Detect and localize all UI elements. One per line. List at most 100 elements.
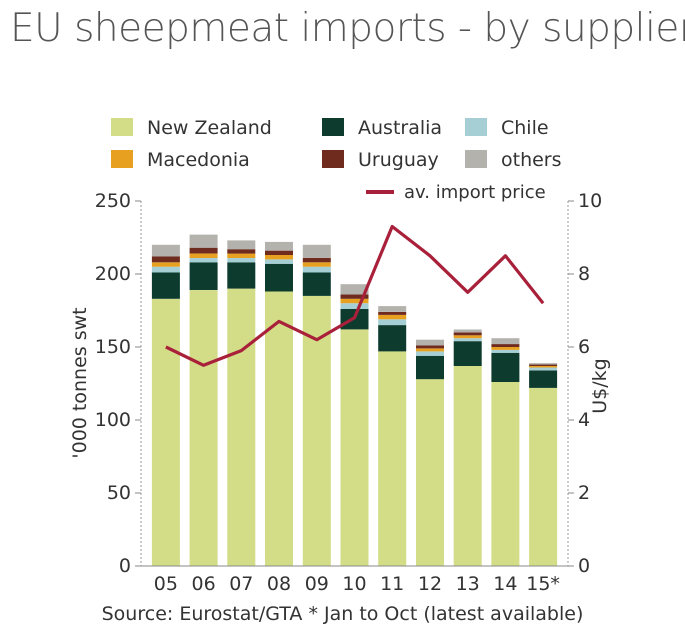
bar-others-12 bbox=[416, 339, 444, 346]
x-tick-label-11: 11 bbox=[380, 573, 404, 595]
left-tick-label-0: 0 bbox=[119, 555, 131, 577]
bar-new-zealand-08 bbox=[265, 291, 293, 566]
y2-axis-label: U$/kg bbox=[589, 358, 611, 413]
bar-uruguay-14 bbox=[491, 344, 520, 347]
bar-uruguay-09 bbox=[302, 257, 331, 263]
bar-uruguay-10 bbox=[340, 294, 369, 299]
x-tick-label-09: 09 bbox=[305, 573, 329, 595]
bar-chile-15 bbox=[529, 367, 558, 371]
legend-swatch-australia bbox=[322, 118, 344, 136]
legend-label-av-import-price: av. import price bbox=[404, 182, 546, 203]
bar-new-zealand-13 bbox=[453, 366, 482, 566]
x-tick-label-13: 13 bbox=[456, 573, 480, 595]
chart: New Zealand Australia Chile Macedonia Urugua… bbox=[69, 117, 611, 595]
bar-macedonia-15 bbox=[529, 366, 558, 368]
legend-label-chile: Chile bbox=[501, 117, 549, 139]
bar-chile-06 bbox=[189, 257, 218, 263]
legend-label-new-zealand: New Zealand bbox=[147, 117, 272, 139]
bar-macedonia-13 bbox=[453, 335, 482, 339]
bar-australia-12 bbox=[416, 355, 444, 380]
bar-australia-11 bbox=[378, 325, 407, 352]
bar-macedonia-12 bbox=[416, 348, 444, 352]
bar-others-09 bbox=[302, 244, 331, 258]
bar-macedonia-08 bbox=[265, 255, 293, 260]
bars bbox=[151, 234, 558, 566]
right-tick-label-10: 10 bbox=[578, 190, 602, 212]
x-tick-label-08: 08 bbox=[267, 573, 291, 595]
bar-chile-12 bbox=[416, 351, 444, 356]
bar-new-zealand-10 bbox=[340, 329, 369, 566]
bar-australia-05 bbox=[151, 272, 180, 299]
bar-others-15 bbox=[529, 363, 558, 365]
bar-australia-14 bbox=[491, 352, 520, 382]
y-axis-label: '000 tonnes swt bbox=[69, 307, 91, 458]
x-tick-label-10: 10 bbox=[342, 573, 366, 595]
bar-macedonia-05 bbox=[151, 262, 180, 267]
price-line bbox=[165, 224, 545, 367]
x-tick-label-15: 15* bbox=[526, 573, 560, 595]
bar-others-14 bbox=[491, 338, 520, 344]
bar-new-zealand-05 bbox=[151, 298, 180, 566]
bar-australia-09 bbox=[302, 272, 331, 296]
right-tick-label-6: 6 bbox=[578, 336, 590, 358]
x-tick-label-12: 12 bbox=[418, 573, 442, 595]
legend-label-australia: Australia bbox=[358, 117, 442, 139]
bar-others-11 bbox=[378, 306, 407, 312]
source-note: Source: Eurostat/GTA * Jan to Oct (lates… bbox=[101, 603, 584, 625]
x-tick-label-07: 07 bbox=[229, 573, 253, 595]
left-tick-label-150: 150 bbox=[95, 336, 131, 358]
bar-macedonia-09 bbox=[302, 262, 331, 267]
bar-chile-05 bbox=[151, 266, 180, 273]
bar-others-07 bbox=[227, 240, 256, 250]
right-tick-label-0: 0 bbox=[578, 555, 590, 577]
bar-macedonia-06 bbox=[189, 253, 218, 258]
legend-swatch-new-zealand bbox=[111, 118, 133, 136]
bar-new-zealand-15 bbox=[529, 387, 558, 566]
bar-uruguay-12 bbox=[416, 345, 444, 349]
legend-swatch-chile bbox=[465, 118, 487, 136]
left-tick-label-100: 100 bbox=[95, 409, 131, 431]
x-tick-label-06: 06 bbox=[192, 573, 216, 595]
bar-australia-15 bbox=[529, 370, 558, 388]
bar-uruguay-11 bbox=[378, 312, 407, 315]
bar-others-13 bbox=[453, 329, 482, 333]
bar-others-05 bbox=[151, 244, 180, 257]
bar-uruguay-15 bbox=[529, 364, 558, 366]
left-tick-label-50: 50 bbox=[107, 482, 131, 504]
bar-others-08 bbox=[265, 241, 293, 251]
bar-new-zealand-14 bbox=[491, 382, 520, 566]
legend-label-others: others bbox=[501, 149, 562, 171]
bar-macedonia-11 bbox=[378, 314, 407, 320]
bar-macedonia-14 bbox=[491, 347, 520, 350]
legend: New Zealand Australia Chile Macedonia Urugua… bbox=[111, 117, 562, 203]
bar-chile-14 bbox=[491, 349, 520, 353]
bar-new-zealand-06 bbox=[189, 290, 218, 566]
bar-australia-06 bbox=[189, 262, 218, 290]
bar-chile-09 bbox=[302, 266, 331, 273]
legend-swatch-uruguay bbox=[322, 150, 344, 168]
legend-label-uruguay: Uruguay bbox=[358, 149, 439, 171]
bar-australia-07 bbox=[227, 262, 256, 289]
right-tick-label-2: 2 bbox=[578, 482, 590, 504]
bar-chile-11 bbox=[378, 319, 407, 326]
bar-chile-10 bbox=[340, 303, 369, 309]
bar-uruguay-07 bbox=[227, 249, 256, 254]
legend-swatch-others bbox=[465, 150, 487, 168]
bar-others-06 bbox=[189, 234, 218, 248]
left-tick-label-250: 250 bbox=[95, 190, 131, 212]
bar-chile-13 bbox=[453, 338, 482, 342]
right-tick-label-4: 4 bbox=[578, 409, 590, 431]
bar-australia-13 bbox=[453, 341, 482, 366]
x-tick-label-14: 14 bbox=[493, 573, 517, 595]
left-tick-label-200: 200 bbox=[95, 263, 131, 285]
x-tick-label-05: 05 bbox=[154, 573, 178, 595]
bar-others-10 bbox=[340, 284, 369, 295]
bar-uruguay-06 bbox=[189, 247, 218, 254]
bar-uruguay-08 bbox=[265, 250, 293, 255]
bar-chile-07 bbox=[227, 257, 256, 263]
legend-label-macedonia: Macedonia bbox=[147, 149, 250, 171]
bar-australia-08 bbox=[265, 263, 293, 292]
bar-macedonia-10 bbox=[340, 298, 369, 304]
axes: 0 50 100 150 200 250 0 2 4 6 8 10 05 06 07 08 09 10 11 12 13… bbox=[69, 190, 611, 595]
right-tick-label-8: 8 bbox=[578, 263, 590, 285]
